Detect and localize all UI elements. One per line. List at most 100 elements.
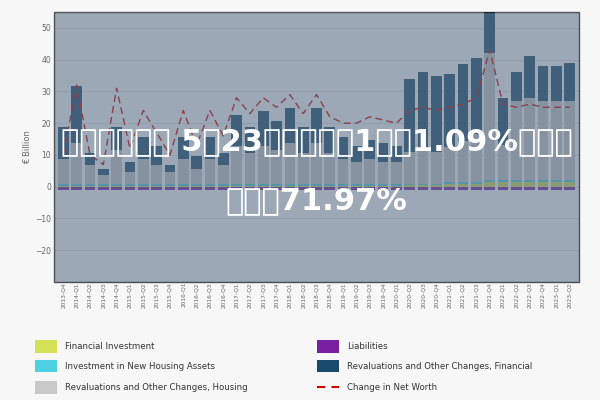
Bar: [484, 187, 495, 190]
Bar: [565, 63, 575, 101]
Text: Investment in New Housing Assets: Investment in New Housing Assets: [65, 362, 215, 371]
Bar: [298, 153, 308, 184]
Text: 2014-Q4: 2014-Q4: [114, 282, 119, 308]
Bar: [418, 187, 428, 190]
Bar: [284, 143, 295, 184]
Bar: [218, 187, 229, 190]
Text: 2017-Q4: 2017-Q4: [274, 282, 279, 308]
Bar: [551, 66, 562, 101]
Bar: [351, 186, 362, 187]
Bar: [404, 152, 415, 184]
Bar: [338, 187, 349, 190]
Bar: [138, 187, 149, 190]
Bar: [418, 184, 428, 185]
Bar: [565, 180, 575, 182]
Text: 2014-Q3: 2014-Q3: [101, 282, 106, 308]
Bar: [551, 182, 562, 187]
Text: 2021-Q3: 2021-Q3: [474, 282, 479, 308]
Bar: [231, 115, 242, 146]
Bar: [164, 184, 175, 186]
Bar: [258, 187, 269, 190]
Bar: [311, 143, 322, 184]
Text: 2023-Q1: 2023-Q1: [554, 282, 559, 308]
Bar: [551, 187, 562, 190]
Text: 2015-Q4: 2015-Q4: [167, 282, 172, 308]
Bar: [191, 169, 202, 184]
Bar: [205, 186, 215, 187]
Bar: [378, 184, 388, 186]
Bar: [58, 186, 68, 187]
Bar: [231, 146, 242, 184]
Bar: [311, 187, 322, 190]
Text: Revaluations and Other Changes, Housing: Revaluations and Other Changes, Housing: [65, 383, 248, 392]
Bar: [471, 58, 482, 134]
Bar: [338, 184, 349, 186]
Bar: [471, 184, 482, 187]
Bar: [338, 137, 349, 159]
Bar: [151, 186, 162, 187]
Bar: [538, 180, 548, 182]
Bar: [317, 340, 339, 353]
Bar: [538, 66, 548, 101]
Bar: [71, 184, 82, 186]
Bar: [445, 184, 455, 187]
Bar: [484, 180, 495, 182]
Bar: [325, 186, 335, 187]
Text: 2022-Q1: 2022-Q1: [500, 282, 506, 308]
Bar: [178, 187, 188, 190]
Text: Financial Investment: Financial Investment: [65, 342, 155, 351]
Bar: [58, 159, 68, 184]
Text: Change in Net Worth: Change in Net Worth: [347, 383, 437, 392]
Bar: [271, 186, 282, 187]
Bar: [511, 72, 522, 101]
Bar: [538, 101, 548, 180]
Bar: [511, 182, 522, 187]
Bar: [178, 137, 188, 159]
Bar: [151, 184, 162, 186]
Text: 2020-Q1: 2020-Q1: [394, 282, 399, 308]
Text: Revaluations and Other Changes, Financial: Revaluations and Other Changes, Financia…: [347, 362, 532, 371]
Text: 2016-Q4: 2016-Q4: [221, 282, 226, 308]
Bar: [351, 187, 362, 190]
Bar: [271, 150, 282, 184]
Text: 2020-Q2: 2020-Q2: [407, 282, 412, 308]
Bar: [484, 0, 495, 53]
Bar: [471, 187, 482, 190]
Bar: [551, 180, 562, 182]
Bar: [71, 186, 82, 187]
Bar: [418, 148, 428, 184]
Text: 2017-Q3: 2017-Q3: [261, 282, 266, 308]
Bar: [431, 184, 442, 185]
Bar: [245, 153, 255, 184]
Bar: [524, 56, 535, 98]
Bar: [71, 143, 82, 184]
Bar: [298, 186, 308, 187]
Bar: [258, 146, 269, 184]
Bar: [178, 186, 188, 187]
Text: 2015-Q1: 2015-Q1: [127, 282, 133, 308]
Bar: [231, 184, 242, 186]
Bar: [471, 182, 482, 184]
Text: 2016-Q3: 2016-Q3: [208, 282, 212, 308]
Bar: [271, 187, 282, 190]
Bar: [458, 64, 469, 141]
Bar: [317, 360, 339, 372]
Bar: [364, 186, 375, 187]
Bar: [98, 184, 109, 186]
Text: 2019-Q4: 2019-Q4: [380, 282, 386, 308]
Bar: [458, 184, 469, 187]
Text: 2017-Q1: 2017-Q1: [234, 282, 239, 308]
Text: 2013-Q4: 2013-Q4: [61, 282, 66, 308]
Bar: [205, 184, 215, 186]
Bar: [511, 187, 522, 190]
Text: Liabilities: Liabilities: [347, 342, 388, 351]
Bar: [245, 184, 255, 186]
Bar: [351, 146, 362, 162]
Bar: [178, 184, 188, 186]
Bar: [511, 101, 522, 180]
Bar: [58, 187, 68, 190]
Bar: [364, 140, 375, 159]
Bar: [538, 187, 548, 190]
Bar: [325, 187, 335, 190]
Bar: [231, 186, 242, 187]
